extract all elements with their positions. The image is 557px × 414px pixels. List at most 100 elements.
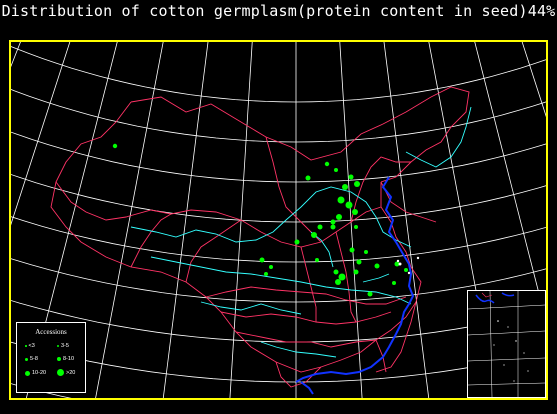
coastline-segment	[300, 381, 314, 395]
map-canvas	[11, 42, 546, 398]
legend-label: 10-20	[32, 370, 47, 376]
accession-point	[317, 224, 323, 230]
accession-point	[356, 259, 362, 265]
province-border	[235, 331, 377, 348]
parallel-line	[11, 131, 546, 183]
province-borders	[50, 86, 470, 388]
meridian-line	[428, 42, 497, 398]
city-marker	[407, 271, 411, 275]
province-border	[375, 301, 417, 373]
accession-point	[334, 168, 338, 172]
legend-item: <3	[25, 343, 35, 349]
legend-dot	[57, 357, 61, 361]
meridian-line	[11, 42, 71, 226]
accession-point	[353, 269, 359, 275]
accession-point	[315, 258, 319, 262]
inset-coast	[475, 292, 515, 304]
legend-dot	[57, 369, 64, 376]
parallel-line	[11, 174, 546, 223]
accession-point	[374, 263, 380, 269]
legend-label: 5-8	[30, 356, 38, 362]
meridian-line	[162, 42, 209, 398]
meridian-line	[521, 42, 546, 118]
parallel-line	[11, 258, 546, 303]
accession-point	[294, 239, 300, 245]
meridian-line	[229, 42, 253, 398]
river	[200, 301, 302, 315]
inset-graticule	[468, 291, 545, 397]
accession-point	[259, 257, 265, 263]
city-marker	[398, 262, 402, 266]
legend-item: >20	[57, 369, 75, 376]
accession-point	[336, 214, 342, 220]
accession-point	[345, 201, 353, 209]
legend-dot	[25, 370, 30, 376]
river	[405, 106, 472, 168]
province-border	[380, 181, 437, 223]
accession-point	[349, 247, 355, 253]
coastline-segment	[295, 176, 415, 383]
province-border	[50, 181, 422, 373]
legend-label: <3	[28, 343, 35, 349]
legend-dot	[25, 345, 27, 347]
accession-point	[392, 281, 396, 285]
meridian-line	[383, 42, 430, 398]
province-border	[205, 286, 407, 305]
coastline	[295, 176, 415, 395]
province-border	[130, 86, 470, 183]
legend-dot	[57, 345, 59, 347]
accession-point	[112, 143, 118, 149]
meridian-line	[11, 42, 21, 68]
city-marker	[396, 259, 400, 263]
accession-point	[354, 225, 358, 229]
city-marker	[416, 256, 420, 260]
map-frame	[9, 40, 548, 400]
accession-point	[367, 291, 373, 297]
accession-point	[330, 219, 336, 225]
river	[362, 273, 390, 283]
accession-points	[112, 143, 420, 297]
legend-label: >20	[66, 369, 76, 376]
accession-point	[337, 196, 345, 204]
legend-item: 3-5	[57, 343, 69, 349]
accession-point	[269, 265, 273, 269]
province-border	[130, 213, 172, 268]
legend-dot	[25, 357, 28, 361]
province-border	[220, 311, 392, 325]
accession-point	[264, 272, 268, 276]
accession-point	[305, 175, 311, 181]
meridian-line	[339, 42, 363, 398]
inset-islands	[493, 320, 529, 382]
parallel-line	[11, 89, 546, 143]
parallel-line	[11, 341, 546, 383]
graticule	[11, 42, 546, 398]
rivers	[130, 106, 472, 358]
legend-item: 8-10	[57, 356, 74, 362]
legend-label: 3-5	[61, 343, 69, 349]
province-border	[55, 101, 242, 221]
accession-point	[348, 174, 354, 180]
legend-item: 5-8	[25, 356, 38, 362]
province-border	[240, 206, 382, 248]
parallel-line	[11, 216, 546, 263]
river	[150, 256, 412, 305]
river	[130, 186, 412, 248]
legend-box: Accessions <3 3-5 5-8 8-10 10-20 >20	[16, 322, 86, 393]
accession-point	[338, 273, 346, 281]
river	[260, 341, 337, 358]
accession-point	[335, 279, 341, 285]
meridian-line	[474, 42, 546, 323]
accession-point	[333, 269, 339, 275]
parallel-line	[11, 46, 546, 103]
accession-point	[354, 181, 360, 187]
inset-map	[467, 290, 546, 398]
meridian-line	[95, 42, 164, 398]
legend-title: Accessions	[35, 328, 67, 336]
inset-border	[481, 292, 493, 298]
accession-point	[404, 268, 408, 272]
inset-map-canvas	[468, 291, 545, 397]
accession-point	[311, 232, 317, 238]
accession-point	[342, 184, 348, 190]
accession-point	[352, 209, 358, 215]
legend-label: 8-10	[63, 356, 75, 362]
